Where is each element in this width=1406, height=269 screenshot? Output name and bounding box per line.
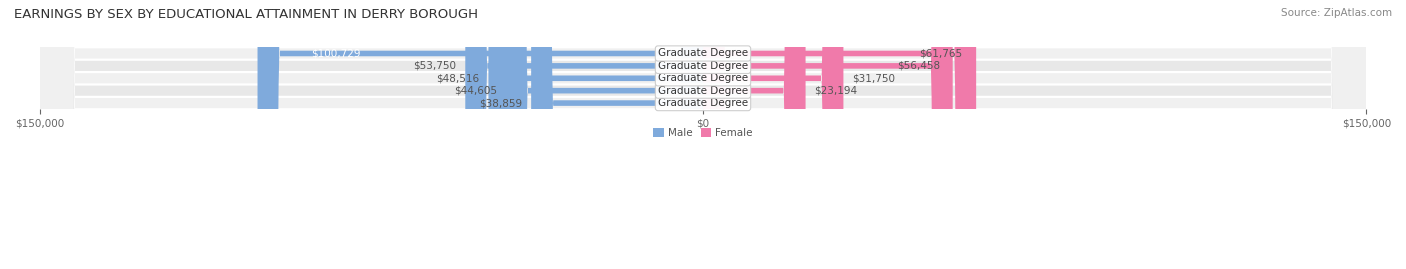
FancyBboxPatch shape xyxy=(257,0,703,269)
FancyBboxPatch shape xyxy=(465,0,703,269)
FancyBboxPatch shape xyxy=(681,0,725,269)
Text: Source: ZipAtlas.com: Source: ZipAtlas.com xyxy=(1281,8,1392,18)
Text: $31,750: $31,750 xyxy=(852,73,896,83)
Legend: Male, Female: Male, Female xyxy=(650,124,756,143)
Text: Graduate Degree: Graduate Degree xyxy=(658,98,748,108)
FancyBboxPatch shape xyxy=(39,0,1367,269)
FancyBboxPatch shape xyxy=(39,0,1367,269)
FancyBboxPatch shape xyxy=(39,0,1367,269)
FancyBboxPatch shape xyxy=(703,0,844,269)
FancyBboxPatch shape xyxy=(39,0,1367,269)
FancyBboxPatch shape xyxy=(703,0,953,269)
Text: $61,765: $61,765 xyxy=(920,48,963,58)
FancyBboxPatch shape xyxy=(39,0,1367,269)
Text: $53,750: $53,750 xyxy=(413,61,457,71)
Text: Graduate Degree: Graduate Degree xyxy=(658,73,748,83)
Text: $44,605: $44,605 xyxy=(454,86,496,96)
Text: $23,194: $23,194 xyxy=(814,86,858,96)
Text: $48,516: $48,516 xyxy=(436,73,479,83)
Text: Graduate Degree: Graduate Degree xyxy=(658,48,748,58)
Text: EARNINGS BY SEX BY EDUCATIONAL ATTAINMENT IN DERRY BOROUGH: EARNINGS BY SEX BY EDUCATIONAL ATTAINMEN… xyxy=(14,8,478,21)
Text: Graduate Degree: Graduate Degree xyxy=(658,61,748,71)
FancyBboxPatch shape xyxy=(488,0,703,269)
FancyBboxPatch shape xyxy=(506,0,703,269)
Text: $38,859: $38,859 xyxy=(479,98,522,108)
Text: Graduate Degree: Graduate Degree xyxy=(658,86,748,96)
Text: $100,729: $100,729 xyxy=(311,48,360,58)
FancyBboxPatch shape xyxy=(531,0,703,269)
FancyBboxPatch shape xyxy=(703,0,806,269)
Text: $0: $0 xyxy=(711,98,725,108)
FancyBboxPatch shape xyxy=(703,0,976,269)
Text: $56,458: $56,458 xyxy=(897,61,941,71)
